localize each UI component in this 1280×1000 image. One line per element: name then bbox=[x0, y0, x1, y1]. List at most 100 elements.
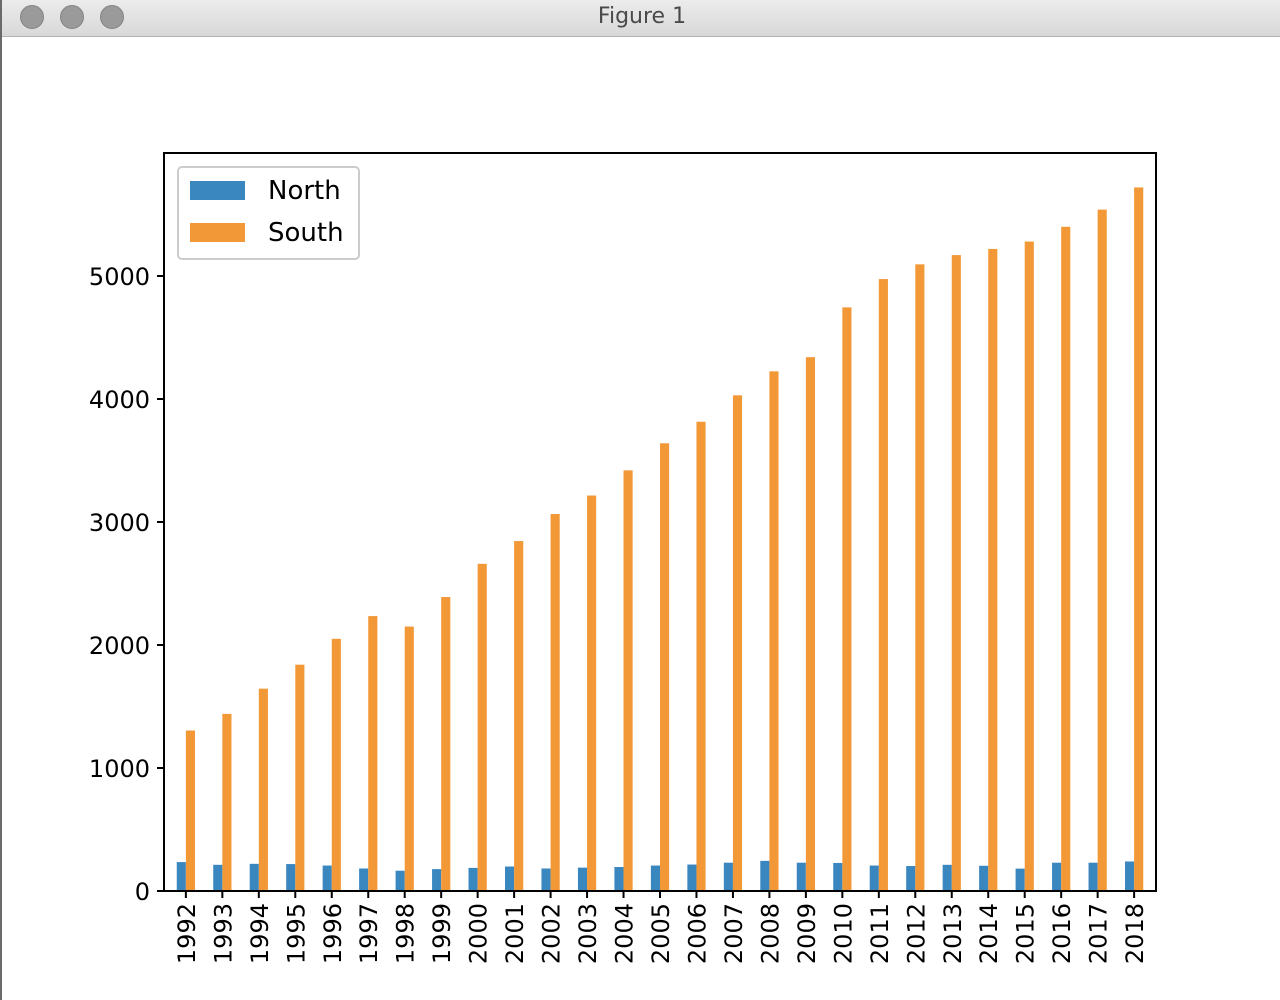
bar-north-1999 bbox=[432, 869, 442, 891]
bar-north-1998 bbox=[395, 870, 405, 891]
bar-south-1994 bbox=[258, 688, 268, 891]
x-tick-label: 2000 bbox=[465, 903, 493, 964]
x-tick-label: 2014 bbox=[975, 903, 1003, 964]
y-tick-label: 3000 bbox=[89, 509, 150, 537]
bar-north-2009 bbox=[796, 862, 806, 891]
minimize-window-button[interactable] bbox=[60, 5, 84, 29]
bar-north-2010 bbox=[833, 862, 843, 891]
bar-south-1998 bbox=[404, 626, 414, 891]
x-tick-label: 2018 bbox=[1121, 903, 1149, 964]
bar-south-2006 bbox=[696, 421, 706, 891]
bar-north-1994 bbox=[249, 863, 259, 891]
x-tick-label: 2009 bbox=[793, 903, 821, 964]
bar-north-2013 bbox=[942, 864, 952, 891]
bar-south-2003 bbox=[587, 495, 597, 891]
bar-north-2017 bbox=[1088, 862, 1098, 891]
bar-south-2014 bbox=[988, 248, 998, 891]
bar-north-2004 bbox=[614, 867, 624, 891]
x-tick-label: 1997 bbox=[355, 903, 383, 964]
bar-south-1993 bbox=[222, 713, 232, 891]
bar-south-1999 bbox=[441, 597, 451, 891]
x-tick-label: 2015 bbox=[1012, 903, 1040, 964]
bar-north-2002 bbox=[541, 868, 551, 891]
x-tick-label: 2001 bbox=[501, 903, 529, 964]
bar-north-1993 bbox=[213, 864, 223, 891]
bar-north-2011 bbox=[869, 865, 879, 891]
x-tick-label: 2005 bbox=[647, 903, 675, 964]
bar-south-2002 bbox=[550, 514, 560, 891]
title-bar: Figure 1 bbox=[2, 0, 1280, 37]
bar-south-2004 bbox=[623, 470, 633, 891]
bar-south-1997 bbox=[368, 616, 378, 891]
bar-north-2014 bbox=[979, 865, 989, 891]
y-tick-label: 2000 bbox=[89, 632, 150, 660]
x-tick-label: 2012 bbox=[902, 903, 930, 964]
bar-north-2016 bbox=[1052, 862, 1062, 891]
x-tick-label: 1994 bbox=[246, 903, 274, 964]
bars-layer bbox=[176, 187, 1144, 892]
bar-north-2012 bbox=[906, 866, 916, 891]
x-tick-label: 1995 bbox=[282, 903, 310, 964]
x-tick-label: 1996 bbox=[319, 903, 347, 964]
bar-south-2000 bbox=[477, 563, 487, 891]
bar-north-2008 bbox=[760, 860, 770, 891]
bar-south-2001 bbox=[514, 541, 524, 891]
bar-north-1992 bbox=[176, 862, 186, 891]
legend: North South bbox=[177, 166, 360, 260]
bar-north-2007 bbox=[723, 862, 733, 891]
bar-south-1995 bbox=[295, 664, 305, 891]
bar-south-2015 bbox=[1024, 241, 1034, 891]
legend-label-south: South bbox=[268, 218, 344, 248]
legend-label-north: North bbox=[268, 176, 341, 206]
bar-north-2003 bbox=[577, 867, 588, 891]
x-tick-label: 2016 bbox=[1048, 903, 1076, 964]
x-tick-label: 2004 bbox=[611, 903, 639, 964]
bar-south-2011 bbox=[878, 279, 888, 891]
bar-north-2001 bbox=[505, 866, 515, 891]
x-tick-label: 2013 bbox=[939, 903, 967, 964]
bar-south-2009 bbox=[805, 357, 815, 891]
bar-north-1997 bbox=[359, 868, 369, 891]
x-tick-label: 1992 bbox=[173, 903, 201, 964]
bar-north-1996 bbox=[322, 865, 332, 891]
y-tick-label: 5000 bbox=[89, 263, 150, 291]
window-title: Figure 1 bbox=[597, 4, 687, 29]
legend-swatch-south bbox=[190, 223, 245, 242]
y-tick-label: 4000 bbox=[89, 386, 150, 414]
bar-south-2012 bbox=[915, 264, 925, 891]
x-axis: 1992 1993 1994 1995 1996 1997 1998 1999 2000 2001… bbox=[173, 891, 1149, 964]
bar-north-1995 bbox=[286, 864, 296, 891]
bar-south-1996 bbox=[331, 638, 341, 891]
bar-south-2008 bbox=[769, 371, 779, 891]
bar-north-2015 bbox=[1015, 868, 1025, 891]
x-tick-label: 2002 bbox=[538, 903, 566, 964]
zoom-window-button[interactable] bbox=[100, 5, 124, 29]
bar-south-2013 bbox=[951, 255, 961, 892]
y-tick-label: 0 bbox=[135, 878, 150, 906]
bar-south-2016 bbox=[1061, 226, 1071, 892]
bar-south-2010 bbox=[842, 307, 852, 891]
legend-swatch-north bbox=[190, 181, 245, 200]
x-tick-label: 1993 bbox=[209, 903, 237, 964]
bar-south-2007 bbox=[732, 395, 743, 891]
bar-north-2000 bbox=[468, 867, 478, 891]
x-tick-label: 2008 bbox=[756, 903, 784, 964]
x-tick-label: 2011 bbox=[866, 903, 894, 964]
bar-north-2006 bbox=[687, 864, 697, 891]
bar-south-1992 bbox=[185, 730, 195, 891]
x-tick-label: 2017 bbox=[1085, 903, 1113, 964]
bar-north-2005 bbox=[650, 865, 660, 891]
y-axis: 0 1000 2000 3000 4000 5000 bbox=[89, 263, 164, 906]
x-tick-label: 1998 bbox=[392, 903, 420, 964]
y-tick-label: 1000 bbox=[89, 755, 150, 783]
x-tick-label: 1999 bbox=[428, 903, 456, 964]
close-window-button[interactable] bbox=[20, 5, 44, 29]
x-tick-label: 2006 bbox=[683, 903, 711, 964]
x-tick-label: 2010 bbox=[829, 903, 857, 964]
x-tick-label: 2007 bbox=[720, 903, 748, 964]
bar-south-2018 bbox=[1134, 187, 1144, 891]
x-tick-label: 2003 bbox=[574, 903, 602, 964]
bar-north-2018 bbox=[1125, 861, 1135, 891]
